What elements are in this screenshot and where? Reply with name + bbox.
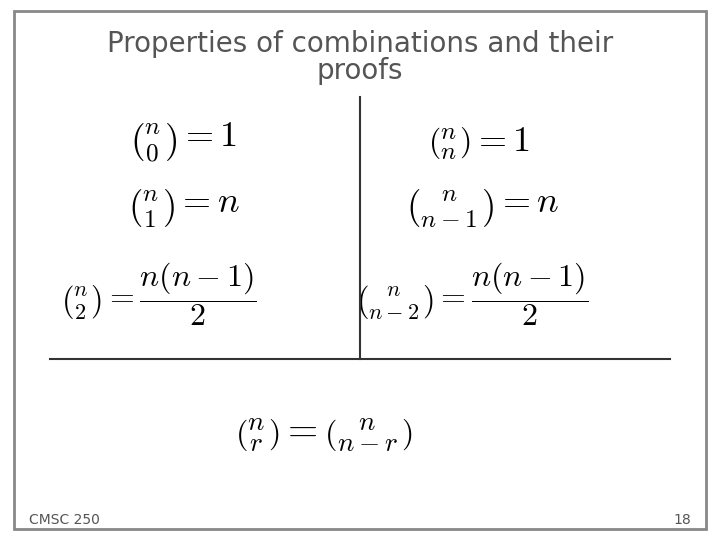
Text: proofs: proofs [317, 57, 403, 85]
Text: Properties of combinations and their: Properties of combinations and their [107, 30, 613, 58]
Text: $\binom{n}{0}= 1$: $\binom{n}{0}= 1$ [130, 121, 237, 165]
Text: $\binom{n}{r}= \binom{n}{n-r}$: $\binom{n}{r}= \binom{n}{n-r}$ [235, 416, 413, 454]
Text: 18: 18 [673, 512, 691, 526]
Text: $\binom{n}{1}= n$: $\binom{n}{1}= n$ [127, 187, 240, 229]
FancyBboxPatch shape [14, 11, 706, 529]
Text: $\binom{n}{2}= \dfrac{n(n-1)}{2}$: $\binom{n}{2}= \dfrac{n(n-1)}{2}$ [60, 260, 256, 328]
Text: $\binom{n}{n}= 1$: $\binom{n}{n}= 1$ [428, 125, 530, 161]
Text: $\binom{n}{n-2}= \dfrac{n(n-1)}{2}$: $\binom{n}{n-2}= \dfrac{n(n-1)}{2}$ [356, 260, 588, 328]
Text: CMSC 250: CMSC 250 [29, 512, 99, 526]
Text: $\binom{n}{n-1}= n$: $\binom{n}{n-1}= n$ [406, 187, 559, 229]
